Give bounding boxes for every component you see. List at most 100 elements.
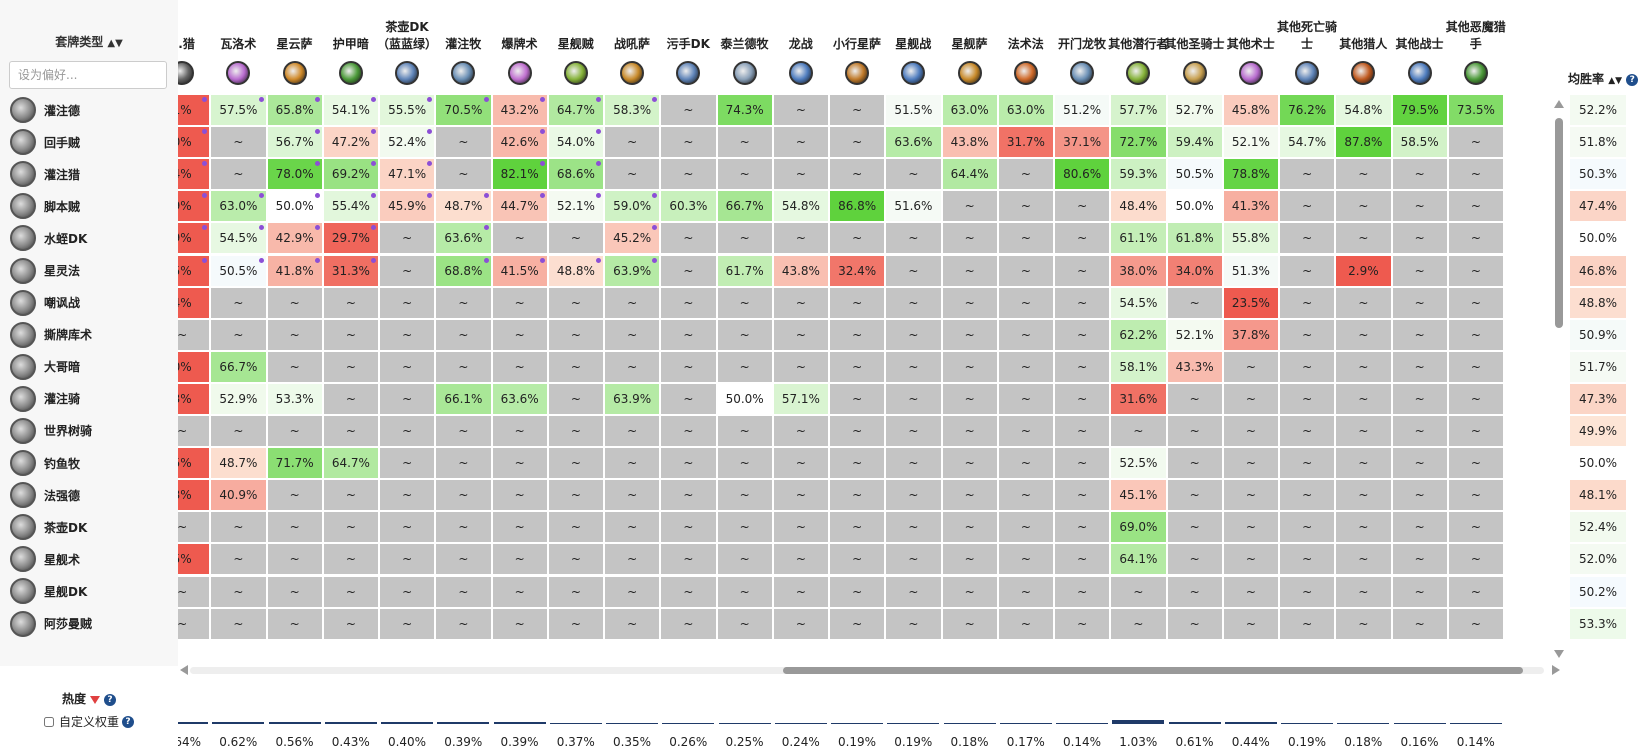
matchup-cell[interactable]: ~ xyxy=(1055,255,1110,286)
matchup-cell[interactable]: 61.8% xyxy=(1167,223,1222,254)
matchup-cell[interactable]: ~ xyxy=(1336,480,1391,511)
matchup-cell[interactable]: ~ xyxy=(548,576,603,607)
matchup-cell[interactable]: ~ xyxy=(830,480,885,511)
matchup-cell[interactable]: ~ xyxy=(1167,576,1222,607)
matchup-cell[interactable]: ~ xyxy=(1448,159,1503,190)
matchup-cell[interactable]: ~ xyxy=(942,223,997,254)
matchup-cell[interactable]: ~ xyxy=(1448,127,1503,158)
column-header[interactable]: 瓦洛术 xyxy=(210,0,266,94)
matchup-cell[interactable]: ~ xyxy=(436,544,491,575)
matchup-cell[interactable]: 54.0% xyxy=(548,127,603,158)
column-header[interactable]: 其他恶魔猎手 xyxy=(1446,0,1506,94)
sort-desc-icon[interactable] xyxy=(90,695,100,704)
matchup-cell[interactable]: 74.3% xyxy=(717,95,772,126)
matchup-cell[interactable]: ~ xyxy=(380,255,435,286)
matchup-cell[interactable]: 66.1% xyxy=(436,383,491,414)
matchup-cell[interactable]: ~ xyxy=(492,223,547,254)
matchup-cell[interactable]: 52.5% xyxy=(1111,448,1166,479)
matchup-cell[interactable]: ~ xyxy=(436,480,491,511)
matchup-cell[interactable]: 37.1% xyxy=(1055,127,1110,158)
matchup-cell[interactable]: ~ xyxy=(717,544,772,575)
matchup-cell[interactable]: ~ xyxy=(886,223,941,254)
matchup-cell[interactable]: ~ xyxy=(942,383,997,414)
matchup-cell[interactable]: ~ xyxy=(492,319,547,350)
matchup-cell[interactable]: ~ xyxy=(886,544,941,575)
matchup-cell[interactable]: 66.7% xyxy=(717,191,772,222)
matchup-cell[interactable]: 59.0% xyxy=(605,191,660,222)
matchup-cell[interactable]: 54.5% xyxy=(1111,287,1166,318)
matchup-cell[interactable]: 63.6% xyxy=(492,383,547,414)
matchup-cell[interactable]: ~ xyxy=(178,608,210,639)
matchup-cell[interactable]: ~ xyxy=(1167,608,1222,639)
matchup-cell[interactable]: 43.2% xyxy=(492,95,547,126)
matchup-cell[interactable]: 52.7% xyxy=(1167,95,1222,126)
matchup-cell[interactable]: ~ xyxy=(661,95,716,126)
matchup-cell[interactable]: ~ xyxy=(211,287,266,318)
matchup-cell[interactable]: 78.8% xyxy=(1223,159,1278,190)
matchup-cell[interactable]: ~ xyxy=(942,608,997,639)
matchup-cell[interactable]: ~ xyxy=(436,127,491,158)
matchup-cell[interactable]: ~ xyxy=(717,159,772,190)
matchup-cell[interactable]: ~ xyxy=(1392,544,1447,575)
matchup-cell[interactable]: ~ xyxy=(1336,223,1391,254)
matchup-cell[interactable]: ~ xyxy=(323,512,378,543)
matchup-cell[interactable]: 54.1% xyxy=(323,95,378,126)
matchup-cell[interactable]: ~ xyxy=(942,576,997,607)
matchup-cell[interactable]: ~ xyxy=(605,127,660,158)
matchup-cell[interactable]: ~ xyxy=(661,544,716,575)
matchup-cell[interactable]: ~ xyxy=(323,383,378,414)
matchup-cell[interactable]: ~ xyxy=(1392,191,1447,222)
matchup-cell[interactable]: ~ xyxy=(998,255,1053,286)
matchup-cell[interactable]: ~ xyxy=(1280,191,1335,222)
deck-row[interactable]: 灌注骑 xyxy=(0,383,178,415)
matchup-cell[interactable]: 63.9% xyxy=(605,255,660,286)
column-header[interactable]: 其他术士 xyxy=(1223,0,1279,94)
matchup-cell[interactable]: ~ xyxy=(1223,383,1278,414)
matchup-cell[interactable]: 4% xyxy=(178,159,210,190)
matchup-cell[interactable]: ~ xyxy=(717,448,772,479)
matchup-cell[interactable]: ~ xyxy=(661,512,716,543)
matchup-cell[interactable]: ~ xyxy=(830,448,885,479)
matchup-cell[interactable]: ~ xyxy=(1055,287,1110,318)
matchup-cell[interactable]: ~ xyxy=(661,608,716,639)
matchup-cell[interactable]: 63.0% xyxy=(998,95,1053,126)
deck-row[interactable]: 灌注猎 xyxy=(0,158,178,190)
matchup-cell[interactable]: ~ xyxy=(886,480,941,511)
matchup-cell[interactable]: ~ xyxy=(1448,319,1503,350)
matchup-cell[interactable]: ~ xyxy=(211,319,266,350)
matchup-cell[interactable]: ~ xyxy=(1336,383,1391,414)
matchup-cell[interactable]: 54.5% xyxy=(211,223,266,254)
matchup-cell[interactable]: 5% xyxy=(178,255,210,286)
matchup-cell[interactable]: ~ xyxy=(323,287,378,318)
column-header[interactable]: 星舰萨 xyxy=(942,0,998,94)
matchup-cell[interactable]: ~ xyxy=(267,576,322,607)
scroll-left-arrow-icon[interactable] xyxy=(180,665,188,675)
matchup-cell[interactable]: ~ xyxy=(492,608,547,639)
matchup-cell[interactable]: ~ xyxy=(548,544,603,575)
matchup-cell[interactable]: 66.7% xyxy=(211,351,266,382)
matchup-cell[interactable]: ~ xyxy=(1223,480,1278,511)
deck-row[interactable]: 阿莎曼贼 xyxy=(0,608,178,640)
matchup-cell[interactable]: 61.7% xyxy=(717,255,772,286)
matchup-cell[interactable]: 4% xyxy=(178,287,210,318)
matchup-cell[interactable]: ~ xyxy=(1448,480,1503,511)
matchup-cell[interactable]: 58.3% xyxy=(605,95,660,126)
help-icon[interactable]: ? xyxy=(1626,73,1639,86)
matchup-cell[interactable]: ~ xyxy=(830,608,885,639)
matchup-cell[interactable]: ~ xyxy=(1392,480,1447,511)
matchup-cell[interactable]: ~ xyxy=(380,480,435,511)
matchup-cell[interactable]: ~ xyxy=(998,608,1053,639)
matchup-cell[interactable]: 64.7% xyxy=(548,95,603,126)
column-header[interactable]: 其他潜行者 xyxy=(1108,0,1168,94)
matchup-cell[interactable]: ~ xyxy=(886,351,941,382)
matchup-cell[interactable]: ~ xyxy=(773,287,828,318)
matchup-cell[interactable]: ~ xyxy=(942,319,997,350)
matchup-cell[interactable]: ~ xyxy=(942,480,997,511)
matchup-cell[interactable]: ~ xyxy=(211,544,266,575)
matchup-cell[interactable]: 63.6% xyxy=(886,127,941,158)
matchup-cell[interactable]: ~ xyxy=(1223,576,1278,607)
column-header[interactable]: 其他死亡骑士 xyxy=(1277,0,1337,94)
deck-row[interactable]: 水蛭DK xyxy=(0,222,178,254)
column-header[interactable]: 星舰战 xyxy=(885,0,941,94)
matchup-cell[interactable]: ~ xyxy=(942,287,997,318)
